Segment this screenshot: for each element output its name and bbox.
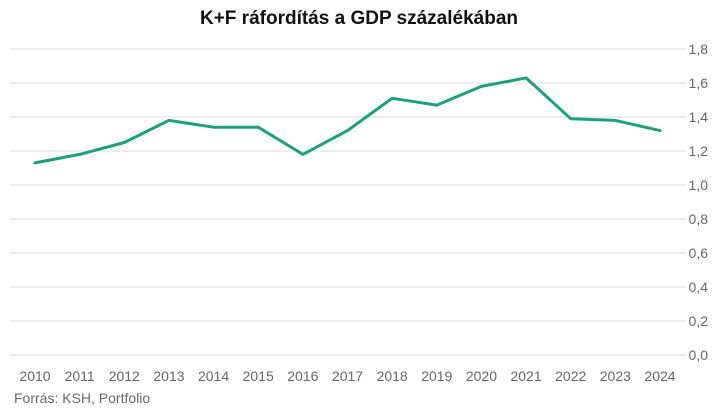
y-axis-tick-labels: 0,0 0,2 0,4 0,6 0,8 1,0 1,2 1,4 1,6 1,8 [689,41,709,363]
data-point [122,141,126,144]
y-tick-label: 0,0 [689,347,709,363]
data-point [480,85,483,88]
x-tick-label: 2015 [243,368,274,384]
x-tick-label: 2024 [644,368,675,384]
x-tick-label: 2011 [65,368,95,384]
chart-title: K+F ráfordítás a GDP százalékában [199,8,519,29]
series-line [33,76,662,165]
x-tick-label: 2019 [421,368,452,384]
data-point [569,117,573,121]
data-point [390,96,394,100]
x-axis-tick-labels: 2010 2011 2012 2013 2014 2015 2016 2017 2018 2019… [19,368,675,384]
y-tick-label: 0,2 [689,313,709,329]
data-point [658,129,662,133]
x-tick-label: 2017 [332,368,363,384]
data-point [524,76,528,80]
data-point [435,103,439,107]
y-tick-label: 1,0 [689,177,709,193]
x-tick-label: 2021 [510,368,541,384]
y-tick-label: 1,2 [689,143,709,159]
x-tick-label: 2013 [153,368,184,384]
x-tick-label: 2014 [198,368,229,384]
source-note: Forrás: KSH, Portfolio [14,390,151,406]
x-tick-label: 2023 [600,368,631,384]
y-tick-label: 0,6 [689,245,709,261]
x-tick-label: 2022 [555,368,586,384]
data-point [256,125,260,129]
y-tick-label: 1,4 [689,109,709,125]
data-point [613,119,617,122]
x-tick-label: 2016 [287,368,318,384]
data-point [346,129,349,133]
series-lines [33,76,662,165]
data-point [33,161,37,165]
x-tick-label: 2018 [377,368,408,384]
x-tick-label: 2010 [19,368,50,384]
y-tick-label: 0,8 [689,211,709,227]
gridlines [10,48,686,356]
data-point [301,153,305,156]
y-tick-label: 1,6 [689,75,709,91]
y-tick-label: 0,4 [689,279,709,295]
data-point [78,153,82,156]
x-tick-label: 2012 [109,368,140,384]
data-point [167,119,171,122]
x-tick-label: 2020 [466,368,497,384]
data-points [33,76,662,165]
y-tick-label: 1,8 [689,41,709,57]
data-point [212,125,215,129]
